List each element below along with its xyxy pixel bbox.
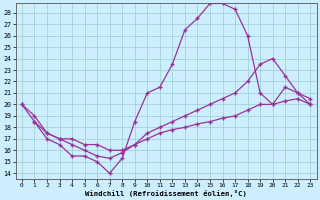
X-axis label: Windchill (Refroidissement éolien,°C): Windchill (Refroidissement éolien,°C) <box>85 190 247 197</box>
